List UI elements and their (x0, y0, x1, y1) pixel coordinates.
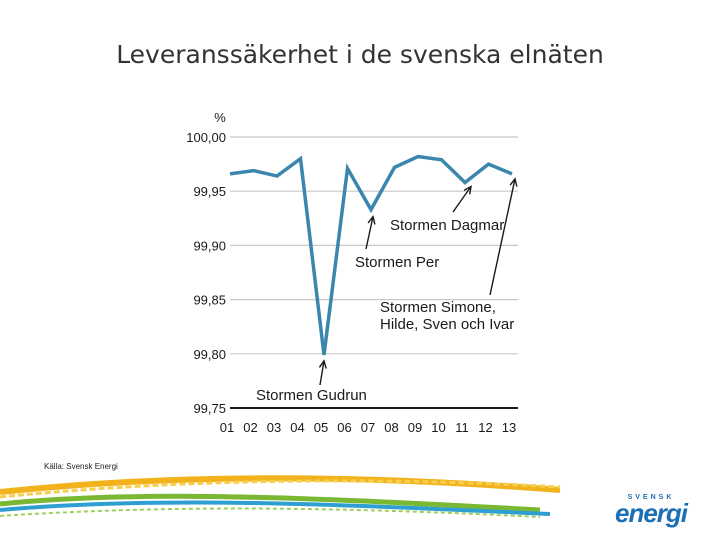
annotation-arrowhead (318, 359, 327, 369)
slide-title: Leveranssäkerhet i de svenska elnäten (116, 40, 604, 69)
annotation-arrowhead (509, 177, 518, 187)
annotation: Stormen Dagmar (390, 185, 504, 234)
annotation-arrow (489, 178, 516, 296)
source-note: Källa: Svensk Energi (44, 462, 118, 471)
x-tick-label: 08 (384, 420, 398, 435)
x-tick-label: 02 (243, 420, 257, 435)
y-tick-label: 99,75 (193, 401, 226, 416)
annotation-arrowhead (367, 215, 376, 225)
x-tick-label: 06 (337, 420, 351, 435)
annotation-label: Stormen Gudrun (256, 387, 367, 404)
x-tick-labels: 01 02 03 04 05 06 07 08 09 10 11 12 13 (220, 420, 516, 435)
y-tick-label: 99,90 (193, 238, 226, 253)
x-tick-label: 03 (267, 420, 281, 435)
annotation-arrow (319, 360, 325, 386)
y-tick-labels: 100,00 99,95 99,90 99,85 99,80 99,75 (186, 130, 226, 416)
svensk-energi-logo: SVENSK energi (610, 494, 692, 528)
y-tick-label: 100,00 (186, 130, 226, 145)
annotation-arrow (365, 216, 374, 250)
annotation-arrowhead (463, 185, 472, 195)
y-axis-label: % (214, 110, 226, 125)
logo-main-text: energi (614, 498, 688, 528)
x-tick-label: 05 (314, 420, 328, 435)
gridlines (230, 136, 518, 355)
x-tick-label: 12 (478, 420, 492, 435)
y-tick-label: 99,85 (193, 293, 226, 308)
y-tick-label: 99,95 (193, 184, 226, 199)
footer-swoosh (0, 475, 561, 518)
x-tick-label: 11 (455, 420, 469, 435)
logo-top-text: SVENSK (627, 494, 675, 501)
y-tick-label: 99,80 (193, 347, 226, 362)
annotations: Stormen Gudrun Stormen Per Stormen Dagmar S… (256, 177, 518, 404)
annotation: Stormen Per (355, 215, 439, 271)
annotation-label: Stormen Dagmar (390, 217, 504, 234)
x-tick-label: 13 (502, 420, 516, 435)
x-tick-label: 07 (361, 420, 375, 435)
data-points (229, 156, 513, 355)
annotation: Stormen Simone, Hilde, Sven och Ivar (380, 177, 518, 333)
annotation: Stormen Gudrun (256, 359, 367, 404)
annotation-label: Stormen Simone, Hilde, Sven och Ivar (380, 299, 514, 333)
x-tick-label: 09 (408, 420, 422, 435)
x-tick-label: 10 (431, 420, 445, 435)
annotation-label: Stormen Per (355, 254, 439, 271)
annotation-arrow (452, 186, 472, 213)
line-chart: % 100,00 99,95 99,90 99,85 99,80 99,75 01 02 03… (186, 110, 518, 435)
x-tick-label: 01 (220, 420, 234, 435)
x-tick-label: 04 (290, 420, 304, 435)
